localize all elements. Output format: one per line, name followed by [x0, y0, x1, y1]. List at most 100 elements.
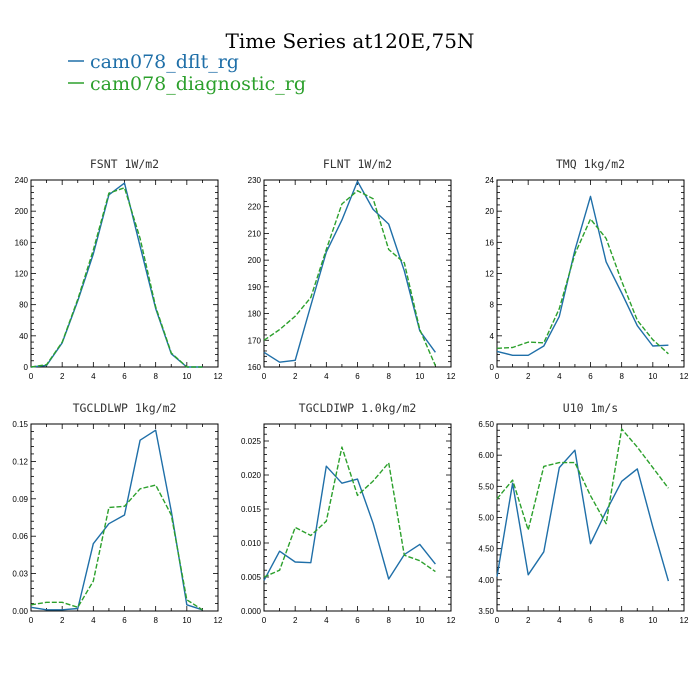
- y-tick-label: 0.06: [12, 532, 28, 541]
- series-line-dflt: [263, 180, 436, 363]
- series-line-diag: [30, 187, 203, 368]
- x-tick-label: 10: [182, 372, 191, 381]
- x-tick-label: 8: [619, 616, 624, 625]
- x-tick-label: 12: [214, 616, 223, 625]
- x-tick-label: 4: [557, 616, 562, 625]
- chart-panel-4: TGCLDLWP 1kg/m2 0 2 4 6 8 10 12 0.00 0.03 0.06 0.09…: [12, 401, 223, 625]
- series-line-diag: [263, 189, 437, 366]
- x-tick-label: 8: [386, 372, 391, 381]
- y-tick-label: 160: [248, 363, 262, 372]
- y-tick-label: 40: [19, 332, 28, 341]
- series-line-dflt: [496, 449, 670, 582]
- plot-frame: [496, 179, 685, 368]
- y-tick-label: 240: [15, 176, 29, 185]
- chart-title: FLNT 1W/m2: [323, 157, 392, 171]
- chart-title: TMQ 1kg/m2: [556, 157, 625, 171]
- y-tick-label: 210: [248, 229, 262, 238]
- x-tick-label: 2: [293, 372, 298, 381]
- x-tick-label: 8: [153, 616, 158, 625]
- panels: FSNT 1W/m20 2 4 6 8 10 1204080120160200240FLNT…: [12, 157, 689, 625]
- plot-frame: [263, 179, 452, 368]
- x-tick-label: 0: [29, 616, 34, 625]
- series-line-dflt: [30, 429, 203, 611]
- y-tick-label: 0: [490, 363, 495, 372]
- x-tick-label: 12: [680, 616, 689, 625]
- y-tick-label: 4: [490, 332, 495, 341]
- y-tick-label: 0.12: [12, 457, 28, 466]
- y-tick-label: 230: [248, 176, 262, 185]
- y-tick-label: 0: [24, 363, 29, 372]
- y-tick-label: 3.50: [478, 607, 494, 616]
- x-tick-label: 2: [60, 616, 65, 625]
- y-tick-label: 160: [15, 238, 29, 247]
- y-tick-label: 0.09: [12, 495, 28, 504]
- x-tick-label: 2: [60, 372, 65, 381]
- y-tick-label: 0.00: [12, 607, 28, 616]
- y-tick-label: 6.00: [478, 451, 494, 460]
- x-tick-label: 2: [293, 616, 298, 625]
- x-tick-label: 6: [588, 372, 593, 381]
- y-tick-label: 0.015: [241, 505, 262, 514]
- x-tick-label: 12: [214, 372, 223, 381]
- x-tick-label: 0: [262, 616, 267, 625]
- x-tick-label: 10: [415, 616, 424, 625]
- y-tick-label: 5.50: [478, 482, 494, 491]
- series-line-dflt: [30, 182, 203, 368]
- legend-label-dflt: cam078_dflt_rg: [90, 51, 239, 73]
- x-tick-label: 0: [29, 372, 34, 381]
- x-tick-label: 4: [324, 616, 329, 625]
- y-tick-label: 4.50: [478, 545, 494, 554]
- y-tick-label: 16: [485, 238, 494, 247]
- chart-title: TGCLDIWP 1.0kg/m2: [299, 401, 417, 415]
- x-tick-label: 10: [648, 372, 657, 381]
- y-tick-label: 80: [19, 301, 28, 310]
- y-tick-label: 0.005: [241, 573, 262, 582]
- y-tick-label: 200: [15, 207, 29, 216]
- series-line-diag: [30, 484, 203, 611]
- plot-frame: [496, 423, 685, 612]
- y-tick-label: 8: [490, 301, 495, 310]
- plot-frame: [263, 423, 452, 612]
- x-tick-label: 12: [447, 616, 456, 625]
- chart-panel-2: FLNT 1W/m2 0 2 4 6 8 10 12 160 170 180 190 200 210 220…: [248, 157, 456, 381]
- y-tick-label: 20: [485, 207, 494, 216]
- y-tick-label: 0.03: [12, 570, 28, 579]
- y-tick-label: 0.025: [241, 437, 262, 446]
- y-tick-label: 12: [485, 270, 494, 279]
- series-line-diag: [496, 218, 669, 355]
- x-tick-label: 10: [182, 616, 191, 625]
- x-tick-label: 4: [91, 372, 96, 381]
- chart-title: U10 1m/s: [563, 401, 618, 415]
- y-tick-label: 200: [248, 256, 262, 265]
- x-tick-label: 10: [415, 372, 424, 381]
- plot-frame: [30, 423, 219, 612]
- y-tick-label: 0.000: [241, 607, 262, 616]
- series-line-dflt: [496, 195, 669, 356]
- y-tick-label: 0.15: [12, 420, 28, 429]
- x-tick-label: 6: [355, 372, 360, 381]
- y-tick-label: 180: [248, 310, 262, 319]
- y-tick-label: 4.00: [478, 576, 494, 585]
- y-tick-label: 5.00: [478, 514, 494, 523]
- x-tick-label: 0: [495, 616, 500, 625]
- chart-title: TGCLDLWP 1kg/m2: [73, 401, 177, 415]
- x-tick-label: 6: [588, 616, 593, 625]
- legend: cam078_dflt_rg cam078_diagnostic_rg: [68, 51, 306, 95]
- x-tick-label: 0: [262, 372, 267, 381]
- y-tick-label: 120: [15, 270, 29, 279]
- x-tick-label: 8: [153, 372, 158, 381]
- y-tick-label: 0.020: [241, 471, 262, 480]
- x-tick-label: 12: [680, 372, 689, 381]
- y-tick-label: 170: [248, 336, 262, 345]
- figure-title: Time Series at120E,75N: [226, 29, 475, 53]
- x-tick-label: 8: [619, 372, 624, 381]
- chart-panel-6: U10 1m/s 0 2 4 6 8 10 12 3.50 4.00 4.50 5.00 5.50 6.0…: [478, 401, 689, 625]
- x-tick-label: 4: [557, 372, 562, 381]
- x-tick-label: 2: [526, 616, 531, 625]
- x-tick-label: 4: [91, 616, 96, 625]
- x-tick-label: 8: [386, 616, 391, 625]
- series-line-diag: [496, 428, 669, 531]
